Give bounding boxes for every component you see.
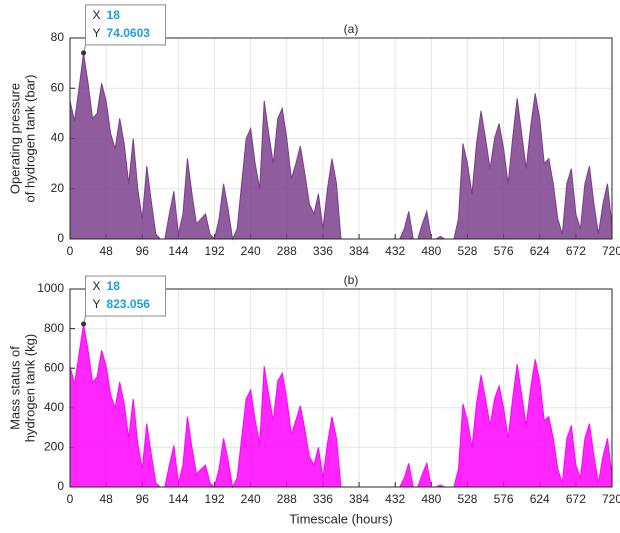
- y-tick-label: 20: [51, 181, 65, 195]
- x-tick-label: 336: [313, 492, 333, 506]
- y-tick-label: 200: [44, 440, 64, 454]
- chart-title: (b): [344, 273, 359, 287]
- y-axis-label: Mass status of hydrogen tank (kg): [7, 334, 37, 442]
- axes-box: [69, 288, 613, 488]
- datatip-box: [85, 275, 167, 317]
- datatip-y-label: Y: [93, 297, 101, 311]
- datatip-y-label: Y: [93, 26, 101, 40]
- x-tick-label: 144: [168, 244, 188, 258]
- y-axis-label-line: hydrogen tank (kg): [22, 334, 37, 442]
- y-tick-label: 0: [57, 479, 64, 493]
- x-tick-label: 624: [530, 492, 550, 506]
- x-tick-label: 48: [99, 492, 113, 506]
- y-tick-label: 60: [51, 80, 65, 94]
- x-tick-label: 0: [67, 492, 74, 506]
- x-axis-label: Timescale (hours): [289, 511, 393, 526]
- x-tick-label: 672: [566, 244, 586, 258]
- datatip-x-value: 18: [107, 8, 121, 22]
- y-tick-label: 0: [57, 231, 64, 245]
- x-tick-label: 288: [277, 492, 297, 506]
- x-tick-label: 528: [457, 244, 477, 258]
- x-tick-label: 576: [494, 492, 514, 506]
- datatip-marker: [81, 50, 87, 56]
- datatip-y-value: 823.056: [107, 297, 151, 311]
- x-tick-label: 288: [277, 244, 297, 258]
- datatip-marker: [81, 321, 87, 327]
- y-axis-label: Operating pressure of hydrogen tank (bar): [7, 75, 37, 203]
- x-tick-label: 240: [241, 492, 261, 506]
- x-tick-label: 48: [99, 244, 113, 258]
- axes-box: [69, 37, 613, 240]
- x-tick-label: 96: [136, 244, 150, 258]
- y-tick-label: 600: [44, 360, 64, 374]
- x-tick-label: 192: [205, 244, 225, 258]
- x-tick-label: 576: [494, 244, 514, 258]
- y-tick-label: 800: [44, 321, 64, 335]
- x-tick-label: 192: [205, 492, 225, 506]
- y-tick-label: 1000: [37, 281, 64, 295]
- x-tick-label: 240: [241, 244, 261, 258]
- y-axis-label-line: Mass status of: [7, 346, 22, 430]
- x-tick-label: 672: [566, 492, 586, 506]
- y-tick-label: 80: [51, 30, 65, 44]
- datatip-box: [85, 4, 167, 46]
- chart-title: (a): [344, 22, 359, 36]
- datatip-x-value: 18: [107, 279, 121, 293]
- x-tick-label: 480: [421, 244, 441, 258]
- x-tick-label: 720: [602, 492, 620, 506]
- x-tick-label: 528: [457, 492, 477, 506]
- x-tick-label: 624: [530, 244, 550, 258]
- x-tick-label: 336: [313, 244, 333, 258]
- datatip-y-value: 74.0603: [107, 26, 151, 40]
- datatip-x-label: X: [93, 279, 101, 293]
- x-tick-label: 720: [602, 244, 620, 258]
- y-axis-label-line: Operating pressure: [7, 83, 22, 194]
- x-tick-label: 384: [349, 244, 369, 258]
- x-tick-label: 480: [421, 492, 441, 506]
- x-tick-label: 0: [67, 244, 74, 258]
- y-axis-label-line: of hydrogen tank (bar): [22, 75, 37, 203]
- y-tick-label: 400: [44, 400, 64, 414]
- x-tick-label: 144: [168, 492, 188, 506]
- x-tick-label: 96: [136, 492, 150, 506]
- x-tick-label: 384: [349, 492, 369, 506]
- x-tick-label: 432: [385, 244, 405, 258]
- datatip-x-label: X: [93, 8, 101, 22]
- y-tick-label: 40: [51, 131, 65, 145]
- x-tick-label: 432: [385, 492, 405, 506]
